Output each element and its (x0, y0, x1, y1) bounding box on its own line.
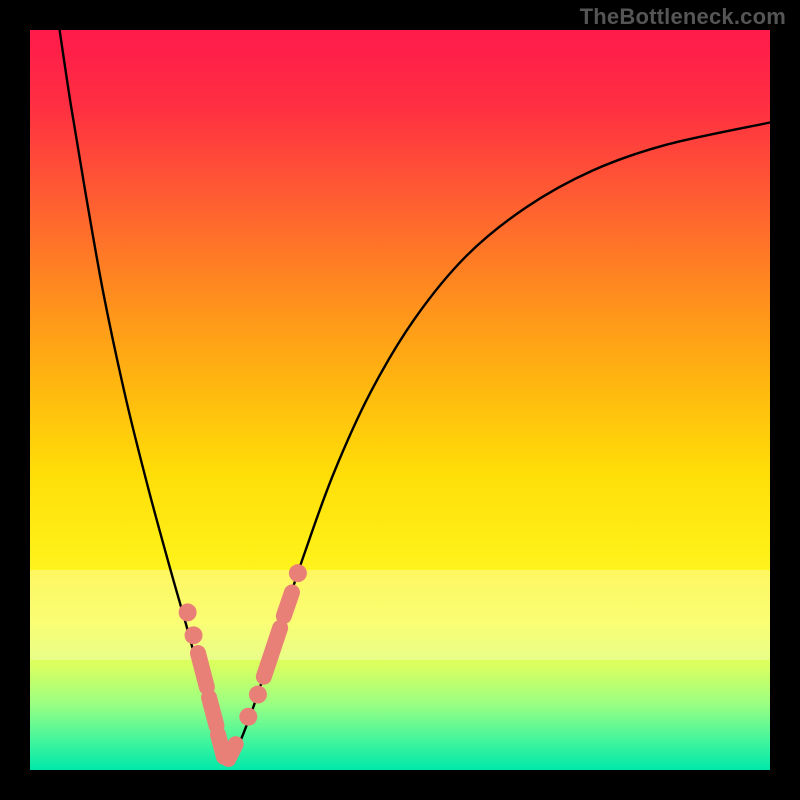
bead-dot (185, 626, 203, 644)
bead-capsule (198, 653, 207, 687)
bead-dot (179, 603, 197, 621)
bead-capsule (228, 744, 235, 759)
highlight-band (30, 570, 770, 660)
watermark-label: TheBottleneck.com (580, 4, 786, 30)
bead-dot (249, 686, 267, 704)
bead-capsule (209, 697, 216, 725)
chart-svg (0, 0, 800, 800)
bead-capsule (284, 592, 292, 616)
bead-dot (289, 564, 307, 582)
bead-dot (239, 708, 257, 726)
chart-container: TheBottleneck.com (0, 0, 800, 800)
